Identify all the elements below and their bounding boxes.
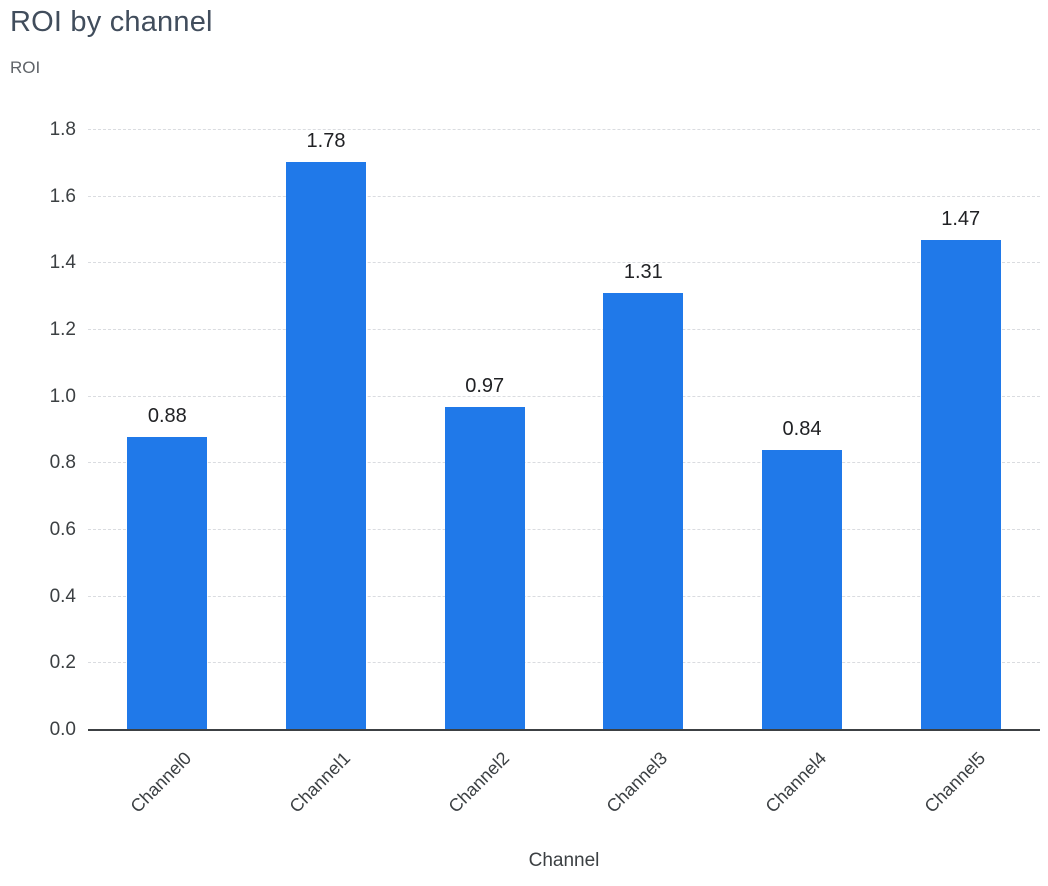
gridline xyxy=(88,195,1040,197)
bar-value-label: 1.78 xyxy=(306,130,346,152)
gridline xyxy=(88,595,1040,597)
bar-slot: 0.88 xyxy=(88,130,247,730)
x-tick-label: Channel5 xyxy=(920,748,989,817)
y-tick-label: 0.4 xyxy=(49,585,76,607)
bar-slot: 1.31 xyxy=(564,130,723,730)
gridline xyxy=(88,529,1040,530)
y-tick-label: 0.2 xyxy=(49,652,76,674)
gridline xyxy=(88,262,1040,264)
chart-title: ROI by channel xyxy=(10,6,213,38)
gridline xyxy=(88,662,1040,664)
y-tick-label: 0.6 xyxy=(49,519,76,540)
bar-Channel1[interactable] xyxy=(286,162,366,730)
bar-value-label: 1.47 xyxy=(941,208,981,230)
y-tick-label: 1.0 xyxy=(49,385,76,407)
plot-area: 0.88 1.78 0.97 1.31 0.84 1.47 xyxy=(88,129,1040,731)
gridline xyxy=(88,395,1040,397)
bar-slot: 1.78 xyxy=(247,130,406,730)
x-tick-label: Channel0 xyxy=(126,748,196,817)
bar-Channel4[interactable] xyxy=(762,450,843,730)
bar-value-label: 0.97 xyxy=(465,374,505,397)
y-tick-label: 1.8 xyxy=(49,119,76,140)
x-axis-title: Channel xyxy=(528,850,600,871)
bar-value-label: 0.84 xyxy=(782,418,822,440)
bar-slot: 1.47 xyxy=(881,130,1040,730)
bar-Channel5[interactable] xyxy=(920,240,1001,730)
y-tick-label: 0.8 xyxy=(49,452,76,474)
bar-Channel0[interactable] xyxy=(127,436,208,730)
bar-value-label: 0.88 xyxy=(147,404,187,427)
gridline xyxy=(88,129,1040,130)
bar-Channel2[interactable] xyxy=(444,406,525,730)
x-tick-label: Channel4 xyxy=(761,748,831,817)
x-axis-tick-labels: Channel0 Channel1 Channel2 Channel3 Channel4… xyxy=(88,738,1040,848)
bar-series: 0.88 1.78 0.97 1.31 0.84 1.47 xyxy=(88,130,1040,730)
x-tick-label: Channel3 xyxy=(602,748,672,817)
gridline xyxy=(88,462,1040,464)
x-tick-label: Channel1 xyxy=(285,748,355,817)
y-axis-tick-labels: 0.0 0.2 0.4 0.6 0.8 1.0 1.2 1.4 1.6 1.8 xyxy=(0,119,76,740)
bar-slot: 0.97 xyxy=(405,130,564,730)
y-tick-label: 1.2 xyxy=(49,319,76,340)
y-tick-label: 1.4 xyxy=(49,252,76,274)
y-axis-title: ROI xyxy=(10,58,41,77)
gridline xyxy=(88,329,1040,330)
bar-slot: 0.84 xyxy=(723,130,882,730)
x-tick-label: Channel2 xyxy=(444,748,513,817)
y-tick-label: 1.6 xyxy=(49,185,76,207)
x-axis-line xyxy=(88,729,1040,731)
bar-Channel3[interactable] xyxy=(603,293,684,730)
bar-value-label: 1.31 xyxy=(623,261,663,284)
y-tick-label: 0.0 xyxy=(49,719,76,740)
